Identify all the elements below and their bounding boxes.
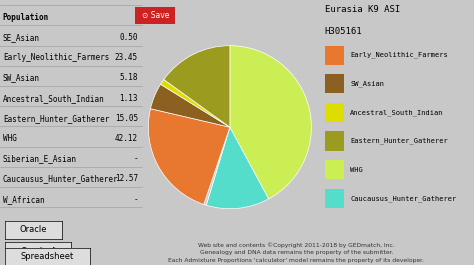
Text: Each Admixture Proportions 'calculator' model remains the property of its develo: Each Admixture Proportions 'calculator' … (168, 258, 424, 263)
Wedge shape (164, 46, 230, 127)
Text: 23.45: 23.45 (115, 53, 138, 62)
Text: WHG: WHG (350, 167, 363, 173)
Text: Eastern_Hunter_Gatherer: Eastern_Hunter_Gatherer (350, 138, 448, 144)
Text: SW_Asian: SW_Asian (350, 80, 384, 87)
Text: W_African: W_African (3, 195, 45, 204)
Text: 15.05: 15.05 (115, 114, 138, 123)
Bar (325, 103, 344, 122)
Text: Caucausus_Hunter_Gatherer: Caucausus_Hunter_Gatherer (350, 195, 456, 202)
Wedge shape (204, 127, 230, 205)
Bar (325, 189, 344, 208)
Wedge shape (230, 46, 311, 199)
Text: H305161: H305161 (325, 26, 362, 36)
Bar (325, 131, 344, 151)
Text: Eurasia K9 ASI: Eurasia K9 ASI (325, 5, 400, 14)
Text: SW_Asian: SW_Asian (3, 73, 40, 82)
Text: 42.12: 42.12 (115, 134, 138, 143)
Bar (325, 46, 344, 65)
Text: Web site and contents ©Copyright 2011-2018 by GEDmatch, Inc.: Web site and contents ©Copyright 2011-20… (198, 242, 394, 248)
Wedge shape (148, 109, 230, 204)
Text: 1.13: 1.13 (119, 94, 138, 103)
Wedge shape (206, 127, 269, 209)
Text: -: - (133, 195, 138, 204)
Text: 12.57: 12.57 (115, 174, 138, 183)
Text: WHG: WHG (3, 134, 17, 143)
Text: Oracle: Oracle (19, 226, 47, 234)
Wedge shape (161, 80, 230, 127)
Text: 5.18: 5.18 (119, 73, 138, 82)
Text: Eastern_Hunter_Gatherer: Eastern_Hunter_Gatherer (3, 114, 109, 123)
Text: Genealogy and DNA data remains the property of the submitter.: Genealogy and DNA data remains the prope… (200, 250, 393, 255)
Text: 0.50: 0.50 (119, 33, 138, 42)
Bar (325, 74, 344, 93)
Wedge shape (150, 84, 230, 127)
Text: Early_Neolithic_Farmers: Early_Neolithic_Farmers (350, 52, 448, 59)
Text: Population: Population (3, 13, 49, 22)
Bar (325, 160, 344, 179)
Text: Caucausus_Hunter_Gatherer: Caucausus_Hunter_Gatherer (3, 174, 118, 183)
Text: Early_Neolithic_Farmers: Early_Neolithic_Farmers (3, 53, 109, 62)
Text: SE_Asian: SE_Asian (3, 33, 40, 42)
Text: Ancestral_South_Indian: Ancestral_South_Indian (350, 109, 444, 116)
Text: Oracle-4: Oracle-4 (20, 247, 56, 255)
Text: Siberian_E_Asian: Siberian_E_Asian (3, 154, 77, 163)
Text: Spreadsheet: Spreadsheet (21, 252, 74, 261)
Text: -: - (133, 154, 138, 163)
Text: ⊙ Save: ⊙ Save (142, 11, 169, 20)
Text: Ancestral_South_Indian: Ancestral_South_Indian (3, 94, 105, 103)
